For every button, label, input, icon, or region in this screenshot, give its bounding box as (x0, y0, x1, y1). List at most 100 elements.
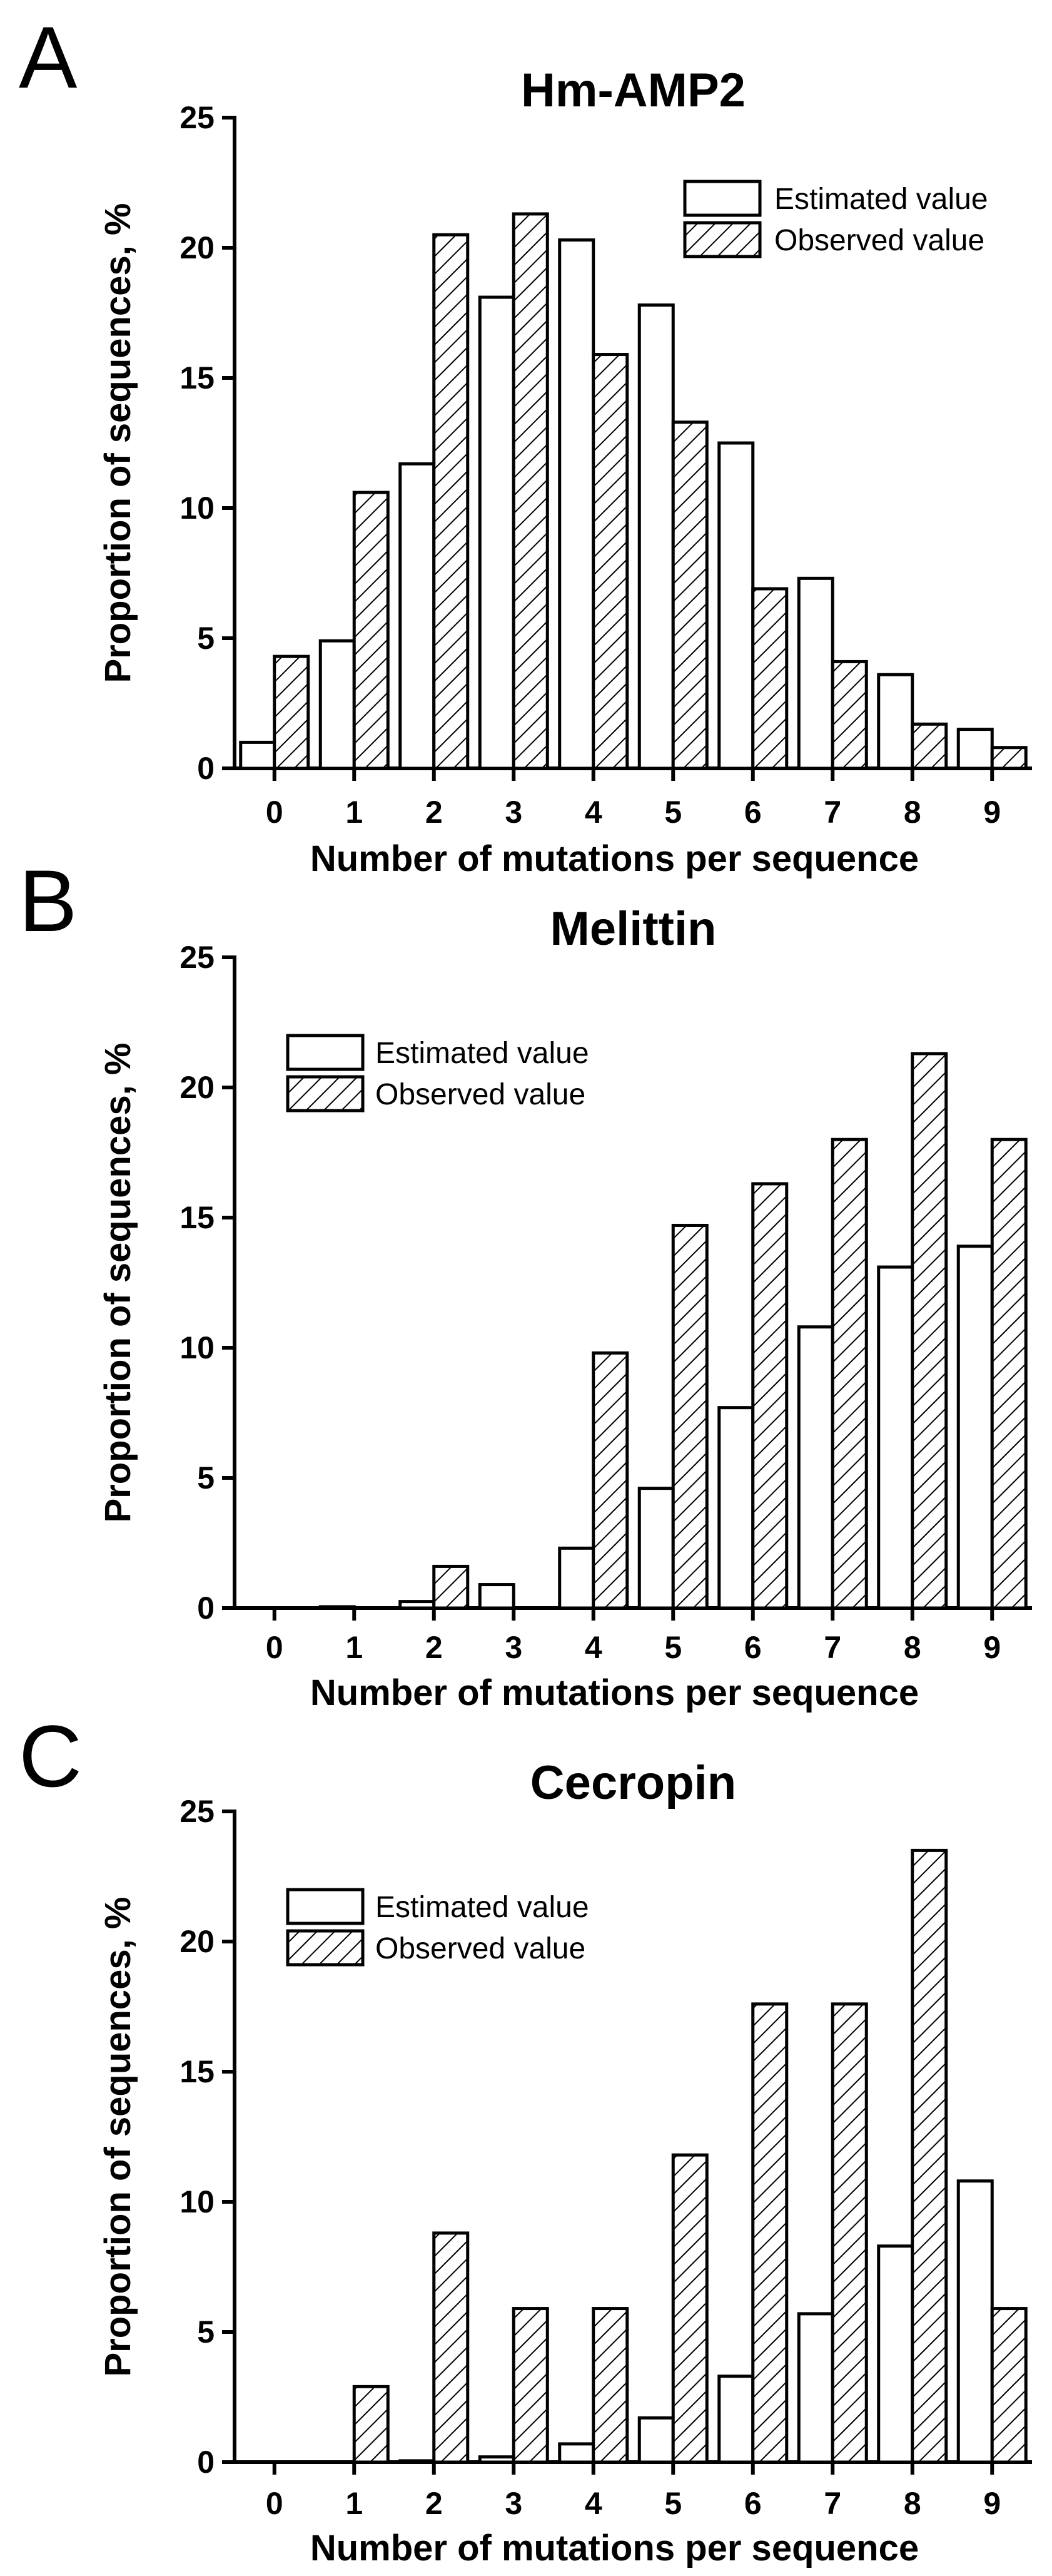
panel-a-x-tick-label: 5 (664, 795, 682, 830)
panel-b-x-tick-label: 1 (345, 1630, 363, 1665)
panel-a-y-tick-label: 20 (180, 230, 215, 265)
panel-a-y-tick-label: 10 (180, 491, 215, 526)
panel-b-bar-observed (990, 1138, 1028, 1610)
panel-c-bar-observed (671, 2153, 709, 2464)
panel-c-bar-observed (751, 2002, 789, 2464)
panel-c-bar-estimated (558, 2442, 595, 2464)
panel-a-x-tick-label: 2 (425, 795, 443, 830)
panel-a-legend-swatch-estimated (683, 180, 762, 217)
panel-a-bar-estimated (558, 238, 595, 770)
panel-c-bar-estimated (877, 2244, 914, 2464)
panel-a-bar-observed (990, 746, 1028, 770)
panel-c-x-tick-label: 7 (824, 2486, 841, 2521)
panel-c-bar-estimated (637, 2416, 675, 2464)
panel-a-x-tick-label: 1 (345, 795, 363, 830)
panel-c-bar-observed (911, 1848, 948, 2464)
panel-b-title: Melittin (550, 902, 717, 955)
panel-b-x-tick-label: 6 (744, 1630, 762, 1665)
panel-c-legend-swatch-estimated (286, 1888, 365, 1925)
panel-b-x-tick-label: 7 (824, 1630, 841, 1665)
panel-c-letter: C (19, 1707, 82, 1805)
panel-c-x-tick-label: 2 (425, 2486, 443, 2521)
panel-b-bar-estimated (717, 1406, 755, 1610)
panel-a-bar-estimated (398, 462, 436, 770)
panel-c-bar-observed (990, 2307, 1028, 2464)
panel-a-bar-observed (751, 587, 789, 770)
panel-b-y-axis-label: Proportion of sequences, % (98, 1043, 138, 1523)
panel-a-y-tick-label: 0 (197, 751, 215, 786)
panel-a-legend-swatch-observed (683, 221, 762, 258)
panel-c-bar-observed (831, 2002, 868, 2464)
panel-b-bar-estimated (478, 1583, 515, 1610)
panel-a-bar-observed (671, 420, 709, 770)
panel-b-bar-estimated (637, 1487, 675, 1610)
panel-c-x-tick-label: 5 (664, 2486, 682, 2521)
panel-c-y-tick-label: 15 (180, 2054, 215, 2089)
panel-a-bar-observed (512, 212, 549, 770)
panel-c-legend-swatch-observed (286, 1929, 365, 1967)
panel-a-y-axis-label: Proportion of sequences, % (98, 203, 138, 683)
panel-c-y-tick-label: 0 (197, 2445, 215, 2480)
panel-b-y-tick-label: 0 (197, 1591, 215, 1626)
panel-a-bar-estimated (318, 639, 356, 770)
panel-b-x-tick-label: 4 (585, 1630, 602, 1665)
panel-a-x-tick-label: 0 (266, 795, 283, 830)
panel-a-bar-estimated (797, 576, 834, 770)
panel-b-x-tick-label: 9 (983, 1630, 1001, 1665)
panel-a-bar-estimated (239, 740, 276, 770)
panel-a-y-tick-label: 15 (180, 360, 215, 395)
panel-b-bar-estimated (558, 1546, 595, 1610)
panel-a-x-tick-label: 4 (585, 795, 602, 830)
panel-b-x-axis-label: Number of mutations per sequence (310, 1672, 919, 1713)
panel-c-legend-label: Observed value (375, 1932, 585, 1965)
panel-c-bar-estimated (956, 2179, 994, 2464)
panel-b-x-tick-label: 3 (505, 1630, 522, 1665)
panel-a-x-tick-label: 9 (983, 795, 1001, 830)
panel-c-bar-estimated (478, 2455, 515, 2464)
panel-c-x-axis-label: Number of mutations per sequence (310, 2528, 919, 2568)
panel-b-x-tick-label: 0 (266, 1630, 283, 1665)
panel-b-y-tick-label: 25 (180, 940, 215, 975)
panel-c-legend-label: Estimated value (375, 1891, 589, 1924)
panel-b-bar-observed (911, 1052, 948, 1610)
panel-c-y-tick-label: 25 (180, 1794, 215, 1829)
panel-c-title: Cecropin (530, 1756, 736, 1810)
panel-c-x-tick-label: 4 (585, 2486, 602, 2521)
panel-b-bar-estimated (877, 1265, 914, 1610)
panel-c-x-tick-label: 3 (505, 2486, 522, 2521)
panel-b-legend-label: Estimated value (375, 1037, 589, 1070)
panel-a-bar-estimated (717, 441, 755, 770)
panel-b-x-tick-label: 8 (904, 1630, 921, 1665)
panel-b-bar-estimated (318, 1605, 356, 1610)
panel-c-y-tick-label: 5 (197, 2314, 215, 2349)
panel-c-x-tick-label: 1 (345, 2486, 363, 2521)
panel-a-x-tick-label: 7 (824, 795, 841, 830)
panel-a-bar-observed (432, 233, 470, 770)
panel-b-bar-observed (751, 1182, 789, 1610)
panel-a-letter: A (19, 8, 78, 106)
panel-c-x-tick-label: 9 (983, 2486, 1001, 2521)
panel-b-bar-estimated (398, 1600, 436, 1610)
panel-b-y-tick-label: 20 (180, 1070, 215, 1105)
panel-b-bar-estimated (797, 1325, 834, 1610)
panel-a-bar-observed (273, 654, 310, 770)
panel-c-bar-estimated (717, 2375, 755, 2464)
panel-a-x-tick-label: 3 (505, 795, 522, 830)
panel-b-x-tick-label: 2 (425, 1630, 443, 1665)
panel-b-legend-swatch-observed (286, 1075, 365, 1112)
panel-a-bar-estimated (637, 303, 675, 770)
panel-a-bar-estimated (956, 728, 994, 770)
panel-c-y-tick-label: 10 (180, 2184, 215, 2219)
panel-c-bar-observed (352, 2385, 390, 2464)
panel-c-bar-observed (432, 2231, 470, 2464)
panel-a-x-axis-label: Number of mutations per sequence (310, 838, 919, 879)
panel-a-bar-estimated (478, 295, 515, 770)
panel-b-y-tick-label: 5 (197, 1460, 215, 1495)
panel-c-x-tick-label: 0 (266, 2486, 283, 2521)
panel-b-y-tick-label: 15 (180, 1200, 215, 1235)
panel-a-bar-estimated (877, 673, 914, 770)
panel-b-y-tick-label: 10 (180, 1330, 215, 1365)
panel-c-x-tick-label: 8 (904, 2486, 921, 2521)
panel-a-legend-label: Observed value (774, 224, 984, 257)
panel-c-bar-observed (512, 2307, 549, 2464)
